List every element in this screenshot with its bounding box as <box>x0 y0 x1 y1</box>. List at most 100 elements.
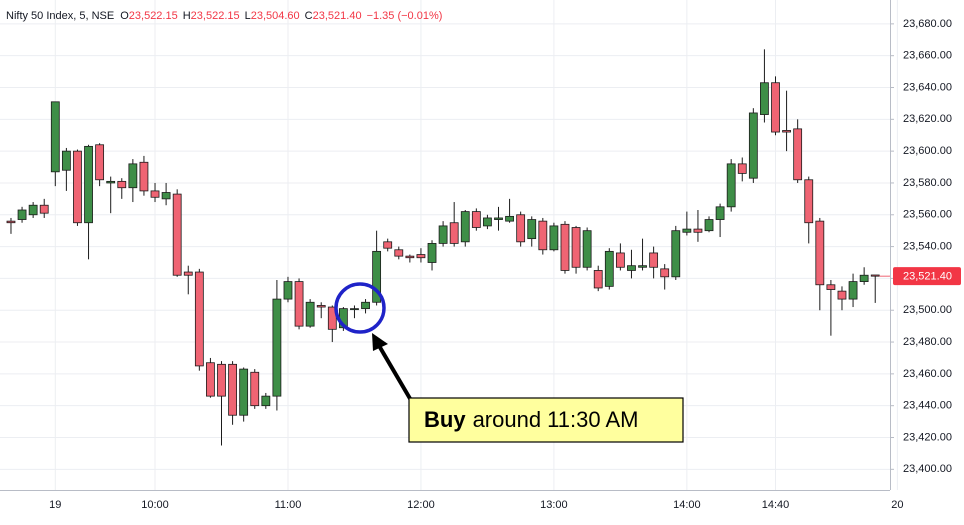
candle-body <box>494 217 503 220</box>
candle-body <box>150 190 160 198</box>
candles <box>6 49 880 446</box>
candle-body <box>294 281 304 327</box>
candle-body <box>394 249 404 257</box>
y-tick-label: 23,440.00 <box>903 400 952 412</box>
candle-body <box>50 101 60 173</box>
y-tick-label: 23,660.00 <box>903 50 952 62</box>
candle-body <box>527 219 537 240</box>
candle-body <box>438 225 448 244</box>
y-tick-label: 23,480.00 <box>903 336 952 348</box>
candle-body <box>782 130 791 133</box>
candle-body <box>771 82 780 133</box>
candle-body <box>327 306 337 330</box>
candle-body <box>449 222 459 244</box>
candle-body <box>128 163 138 189</box>
change: −1.35 (−0.01%) <box>367 10 443 22</box>
candle-body <box>95 144 105 181</box>
ohlc-value: 23,504.60 <box>251 10 300 22</box>
candle-body <box>316 305 326 308</box>
candle-body <box>538 220 548 251</box>
annotation-box <box>408 397 684 443</box>
candle-body <box>593 270 603 289</box>
y-tick-label: 23,420.00 <box>903 431 952 443</box>
last-price-label: 23,521.40 <box>903 271 952 283</box>
annotation-bold: Buy <box>424 407 466 432</box>
candle-body <box>383 241 393 249</box>
candle-body <box>471 211 481 228</box>
candle-body <box>172 193 182 276</box>
candle-body <box>760 82 769 115</box>
candle-body <box>483 217 492 227</box>
candle-body <box>748 112 758 179</box>
candle-body <box>815 220 825 286</box>
candle-body <box>427 243 437 263</box>
ohlc-value: 23,522.15 <box>191 10 240 22</box>
candle-body <box>826 284 836 290</box>
candle-body <box>704 219 714 232</box>
candle-body <box>39 204 49 214</box>
candle-body <box>615 252 625 268</box>
candle-body <box>505 215 514 222</box>
candle-body <box>350 308 359 311</box>
x-tick-label: 10:00 <box>141 499 169 511</box>
ohlc-key: O <box>120 10 129 22</box>
candle-body <box>283 281 293 300</box>
candle-body <box>460 211 470 243</box>
candle-body <box>228 363 237 416</box>
y-tick-label: 23,540.00 <box>903 240 952 252</box>
candle-body <box>516 214 526 243</box>
candle-body <box>73 150 82 224</box>
candle-body <box>627 265 636 271</box>
y-tick-label: 23,620.00 <box>903 113 952 125</box>
candle-body <box>870 274 880 277</box>
last-price-box <box>893 267 961 286</box>
candle-body <box>372 250 382 303</box>
x-tick-label: 19 <box>49 499 61 511</box>
ohlc-value: 23,522.15 <box>129 10 178 22</box>
ohlc-key: C <box>305 10 313 22</box>
x-tick-label: 13:00 <box>540 499 568 511</box>
candle-body <box>139 161 149 192</box>
candle-body <box>17 209 27 220</box>
ohlc-key: H <box>183 10 191 22</box>
candle-body <box>571 227 581 268</box>
y-tick-label: 23,500.00 <box>903 304 952 316</box>
ohlc-values: O23,522.15 H23,522.15 L23,504.60 C23,521.40… <box>120 10 442 22</box>
y-tick-label: 23,560.00 <box>903 209 952 221</box>
candle-body <box>682 228 692 233</box>
candle-body <box>737 163 747 174</box>
candle-body <box>61 150 71 171</box>
y-tick-label: 23,400.00 <box>903 463 952 475</box>
annotation-text: Buy around 11:30 AM <box>424 407 639 432</box>
highlight-circle <box>334 282 386 334</box>
y-tick-label: 23,580.00 <box>903 177 952 189</box>
candle-body <box>6 220 16 224</box>
candle-body <box>272 298 282 397</box>
y-tick-label: 23,680.00 <box>903 18 952 30</box>
candle-body <box>261 395 271 407</box>
chart-title: Nifty 50 Index, 5, NSE O23,522.15 H23,522.… <box>6 10 442 22</box>
candle-body <box>239 368 249 416</box>
x-tick-label: 20 <box>891 499 903 511</box>
candle-body <box>671 230 681 278</box>
candle-body <box>28 204 38 216</box>
candle-body <box>726 163 736 208</box>
candle-body <box>194 271 204 367</box>
symbol: Nifty 50 Index, 5, NSE <box>6 10 114 22</box>
candle-body <box>715 206 725 220</box>
candle-body <box>206 362 215 397</box>
candle-body <box>660 268 670 278</box>
candle-body <box>117 180 127 189</box>
y-tick-label: 23,460.00 <box>903 368 952 380</box>
candle-body <box>549 225 559 251</box>
candle-body <box>405 255 415 259</box>
candle-body <box>560 223 570 271</box>
y-tick-label: 23,600.00 <box>903 145 952 157</box>
candle-body <box>305 301 315 327</box>
candle-body <box>416 254 426 259</box>
axis-labels: 23,400.00 23,420.00 23,440.00 23,460.00 23,4… <box>49 18 961 511</box>
y-tick-label: 23,640.00 <box>903 81 952 93</box>
x-tick-label: 11:00 <box>275 499 302 511</box>
candle-body <box>604 250 614 287</box>
